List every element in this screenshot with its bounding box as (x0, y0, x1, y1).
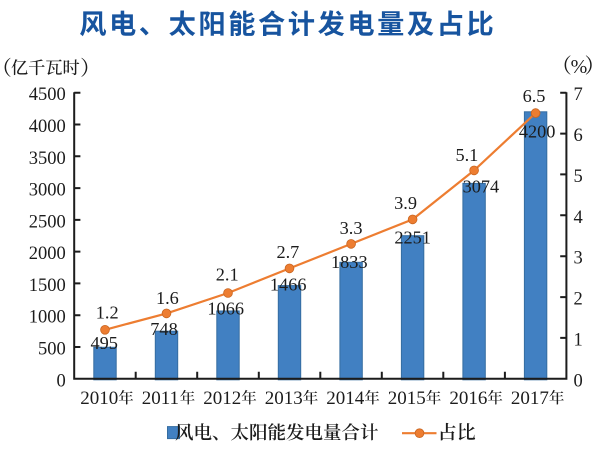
svg-text:2.1: 2.1 (216, 264, 239, 284)
svg-text:4000: 4000 (29, 117, 66, 137)
svg-text:3: 3 (574, 249, 583, 269)
svg-text:2011: 2011 (142, 388, 179, 409)
svg-text:1000: 1000 (29, 308, 66, 328)
svg-text:5.1: 5.1 (455, 145, 478, 165)
svg-text:500: 500 (38, 340, 66, 360)
svg-text:1833: 1833 (331, 252, 368, 272)
svg-text:2010: 2010 (80, 388, 118, 409)
svg-text:2500: 2500 (29, 212, 66, 232)
svg-text:2014: 2014 (326, 388, 365, 409)
svg-text:2.7: 2.7 (276, 242, 299, 262)
svg-text:6: 6 (574, 126, 583, 146)
svg-text:2012: 2012 (203, 388, 241, 409)
svg-text:5: 5 (574, 167, 583, 187)
svg-text:2016: 2016 (449, 388, 487, 409)
svg-text:3074: 3074 (463, 177, 500, 197)
svg-text:1466: 1466 (270, 275, 307, 295)
svg-text:7: 7 (574, 85, 583, 105)
svg-text:2017: 2017 (511, 388, 549, 409)
svg-text:4: 4 (574, 208, 583, 228)
svg-text:2015: 2015 (388, 388, 426, 409)
svg-text:3500: 3500 (29, 149, 66, 169)
svg-text:2251: 2251 (394, 228, 431, 248)
svg-text:1066: 1066 (207, 299, 244, 319)
svg-text:2013: 2013 (265, 388, 303, 409)
svg-text:2: 2 (574, 290, 583, 310)
svg-text:%: % (571, 56, 588, 78)
svg-text:1500: 1500 (29, 276, 66, 296)
svg-text:4200: 4200 (519, 121, 556, 141)
svg-text:3.9: 3.9 (394, 193, 417, 213)
svg-text:0: 0 (574, 371, 583, 391)
svg-text:1.6: 1.6 (156, 288, 179, 308)
svg-text:6.5: 6.5 (523, 86, 546, 106)
svg-text:3000: 3000 (29, 181, 66, 201)
svg-text:0: 0 (57, 371, 66, 391)
svg-text:3.3: 3.3 (340, 218, 363, 238)
svg-text:2000: 2000 (29, 244, 66, 264)
svg-text:1.2: 1.2 (96, 303, 119, 323)
svg-text:1: 1 (574, 330, 583, 350)
svg-text:4500: 4500 (29, 85, 66, 105)
svg-text:495: 495 (90, 333, 117, 353)
svg-text:748: 748 (150, 319, 177, 339)
